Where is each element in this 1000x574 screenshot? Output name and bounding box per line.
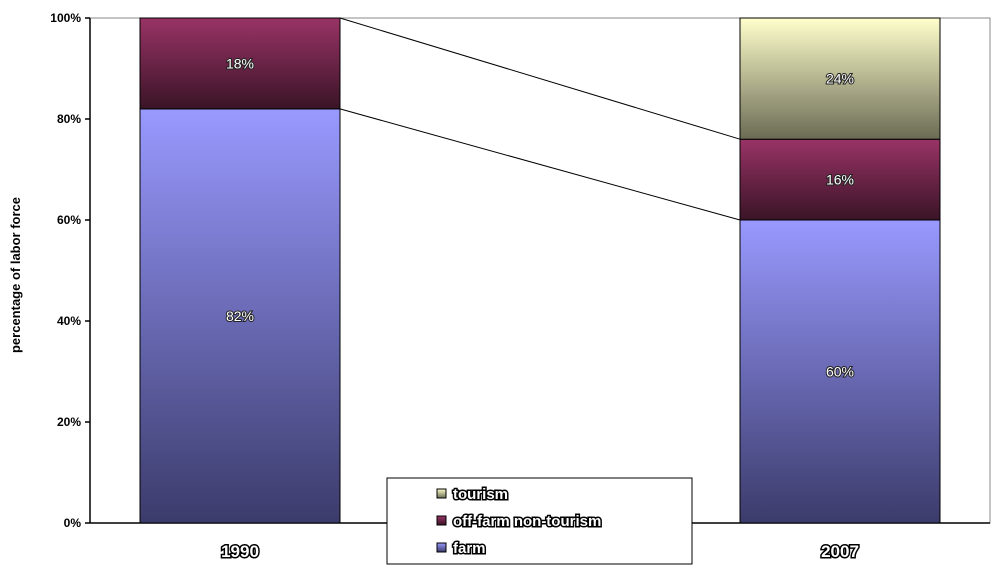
legend: tourism off-farm non-tourism farm (386, 477, 693, 565)
legend-swatch-off-farm-non-tourism (436, 515, 447, 526)
data-label-off-farm-non-tourism-1990: 18% (226, 55, 254, 71)
y-tick-label: 60% (57, 213, 81, 227)
legend-swatch-farm (436, 542, 447, 553)
data-label-farm-1990: 82% (226, 308, 254, 324)
y-tick-label: 40% (57, 314, 81, 328)
data-labels: 82% 18% 60% 16% 24% (225, 54, 855, 380)
data-label-tourism-2007: 24% (826, 71, 854, 87)
series-line-off-farm-non-tourism (339, 17, 741, 140)
series-lines (339, 17, 741, 221)
legend-label-tourism: tourism (453, 486, 508, 503)
y-tick-label: 20% (57, 415, 81, 429)
y-tick-label: 100% (50, 11, 81, 25)
y-tick-label: 80% (57, 112, 81, 126)
data-label-farm-2007: 60% (826, 364, 854, 380)
bar-tourism-2007 (739, 17, 941, 140)
y-tick-label: 0% (64, 516, 82, 530)
y-axis-label: percentage of labor force (8, 197, 23, 353)
legend-label-off-farm-non-tourism: off-farm non-tourism (453, 513, 601, 530)
legend-label-farm: farm (453, 540, 486, 557)
bar-farm-2007 (739, 219, 941, 524)
bar-farm-1990 (139, 108, 341, 524)
data-label-off-farm-non-tourism-2007: 16% (826, 172, 854, 188)
series-line-farm (339, 108, 741, 221)
bar-off-farm-non-tourism-2007 (739, 138, 941, 221)
bar-off-farm-non-tourism-1990 (139, 17, 341, 110)
x-tick-label-1990: 1990 (221, 542, 259, 561)
x-tick-label-2007: 2007 (821, 542, 859, 561)
legend-swatch-tourism (436, 488, 447, 499)
bars (139, 17, 941, 524)
